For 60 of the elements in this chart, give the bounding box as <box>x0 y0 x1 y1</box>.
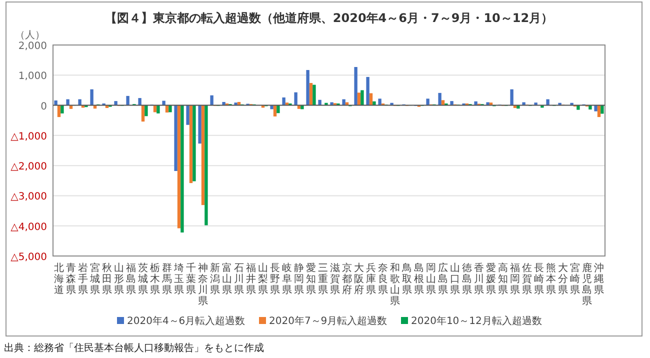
x-tick-label: 茨城県 <box>137 262 148 296</box>
x-tick-label: 青森県 <box>66 262 76 296</box>
x-tick-label: 石川県 <box>234 263 244 296</box>
x-tick-label: 神奈川県 <box>198 262 208 307</box>
legend-label: 2020年4～6月転入超過数 <box>127 315 246 327</box>
x-tick-label: 北海道 <box>54 262 64 296</box>
x-tick-label: 岡山県 <box>426 263 436 296</box>
y-tick-label: △5,000 <box>10 252 47 263</box>
y-tick-label: △2,000 <box>10 162 47 173</box>
x-tick-label: 広島県 <box>438 262 448 296</box>
x-tick-label: 大分県 <box>558 262 568 296</box>
x-tick-label: 鳥取県 <box>401 262 412 296</box>
y-tick-label: △1,000 <box>10 131 47 142</box>
legend-label: 2020年7～9月転入超過数 <box>269 315 388 327</box>
x-tick-label: 山形県 <box>114 262 124 296</box>
x-tick-label: 富山県 <box>222 262 232 296</box>
y-axis-title: （人） <box>15 30 45 41</box>
x-tick-label: 栃木県 <box>150 262 160 296</box>
y-tick-label: 2,000 <box>18 41 47 52</box>
x-tick-label: 熊本県 <box>546 262 556 296</box>
legend-label: 2020年10～12月転入超過数 <box>411 315 542 327</box>
x-tick-label: 福岡県 <box>510 262 520 296</box>
x-tick-label: 兵庫県 <box>366 262 376 296</box>
x-tick-label: 長崎県 <box>534 263 544 296</box>
x-tick-label: 鹿児島県 <box>582 262 592 307</box>
x-tick-label: 山口県 <box>450 262 460 296</box>
x-tick-label: 和歌山県 <box>390 262 400 307</box>
x-tick-label: 千葉県 <box>186 262 196 296</box>
source-note: 出典：総務省「住民基本台帳人口移動報告」をもとに作成 <box>4 342 264 354</box>
x-tick-label: 佐賀県 <box>522 263 532 296</box>
x-tick-label: 愛媛県 <box>486 262 496 296</box>
x-tick-label: 静岡県 <box>294 262 304 296</box>
x-tick-label: 高知県 <box>498 262 508 296</box>
x-tick-label: 宮城県 <box>89 262 100 296</box>
x-tick-label: 福島県 <box>126 262 136 296</box>
y-tick-label: △3,000 <box>10 192 47 203</box>
x-tick-label: 徳島県 <box>462 263 472 296</box>
x-tick-label: 福井県 <box>246 262 256 296</box>
x-tick-label: 奈良県 <box>378 263 388 296</box>
x-tick-label: 埼玉県 <box>173 262 184 296</box>
x-tick-label: 島根県 <box>414 262 424 296</box>
x-tick-label: 新潟県 <box>210 262 220 296</box>
x-tick-label: 山梨県 <box>258 262 268 296</box>
x-tick-label: 群馬県 <box>161 262 172 296</box>
x-tick-label: 三重県 <box>318 263 328 296</box>
x-tick-label: 岐阜県 <box>282 262 292 296</box>
x-tick-label: 岩手県 <box>78 262 88 296</box>
y-tick-label: △4,000 <box>10 222 47 233</box>
x-tick-label: 宮崎県 <box>570 262 580 296</box>
x-tick-label: 沖縄県 <box>593 262 604 296</box>
x-tick-label: 滋賀県 <box>330 262 340 296</box>
x-tick-label: 京都府 <box>342 262 352 296</box>
y-tick-label: 1,000 <box>18 71 47 82</box>
x-tick-label: 香川県 <box>474 262 484 296</box>
x-tick-label: 長野県 <box>270 263 280 296</box>
x-tick-label: 大阪府 <box>354 262 364 296</box>
x-tick-label: 愛知県 <box>306 262 316 296</box>
y-tick-label: 0 <box>40 101 47 112</box>
chart-title: 【図４】東京都の転入超過数（他道府県、2020年4～6月・7～9月・10～12月） <box>104 11 554 25</box>
x-tick-label: 秋田県 <box>102 262 112 296</box>
